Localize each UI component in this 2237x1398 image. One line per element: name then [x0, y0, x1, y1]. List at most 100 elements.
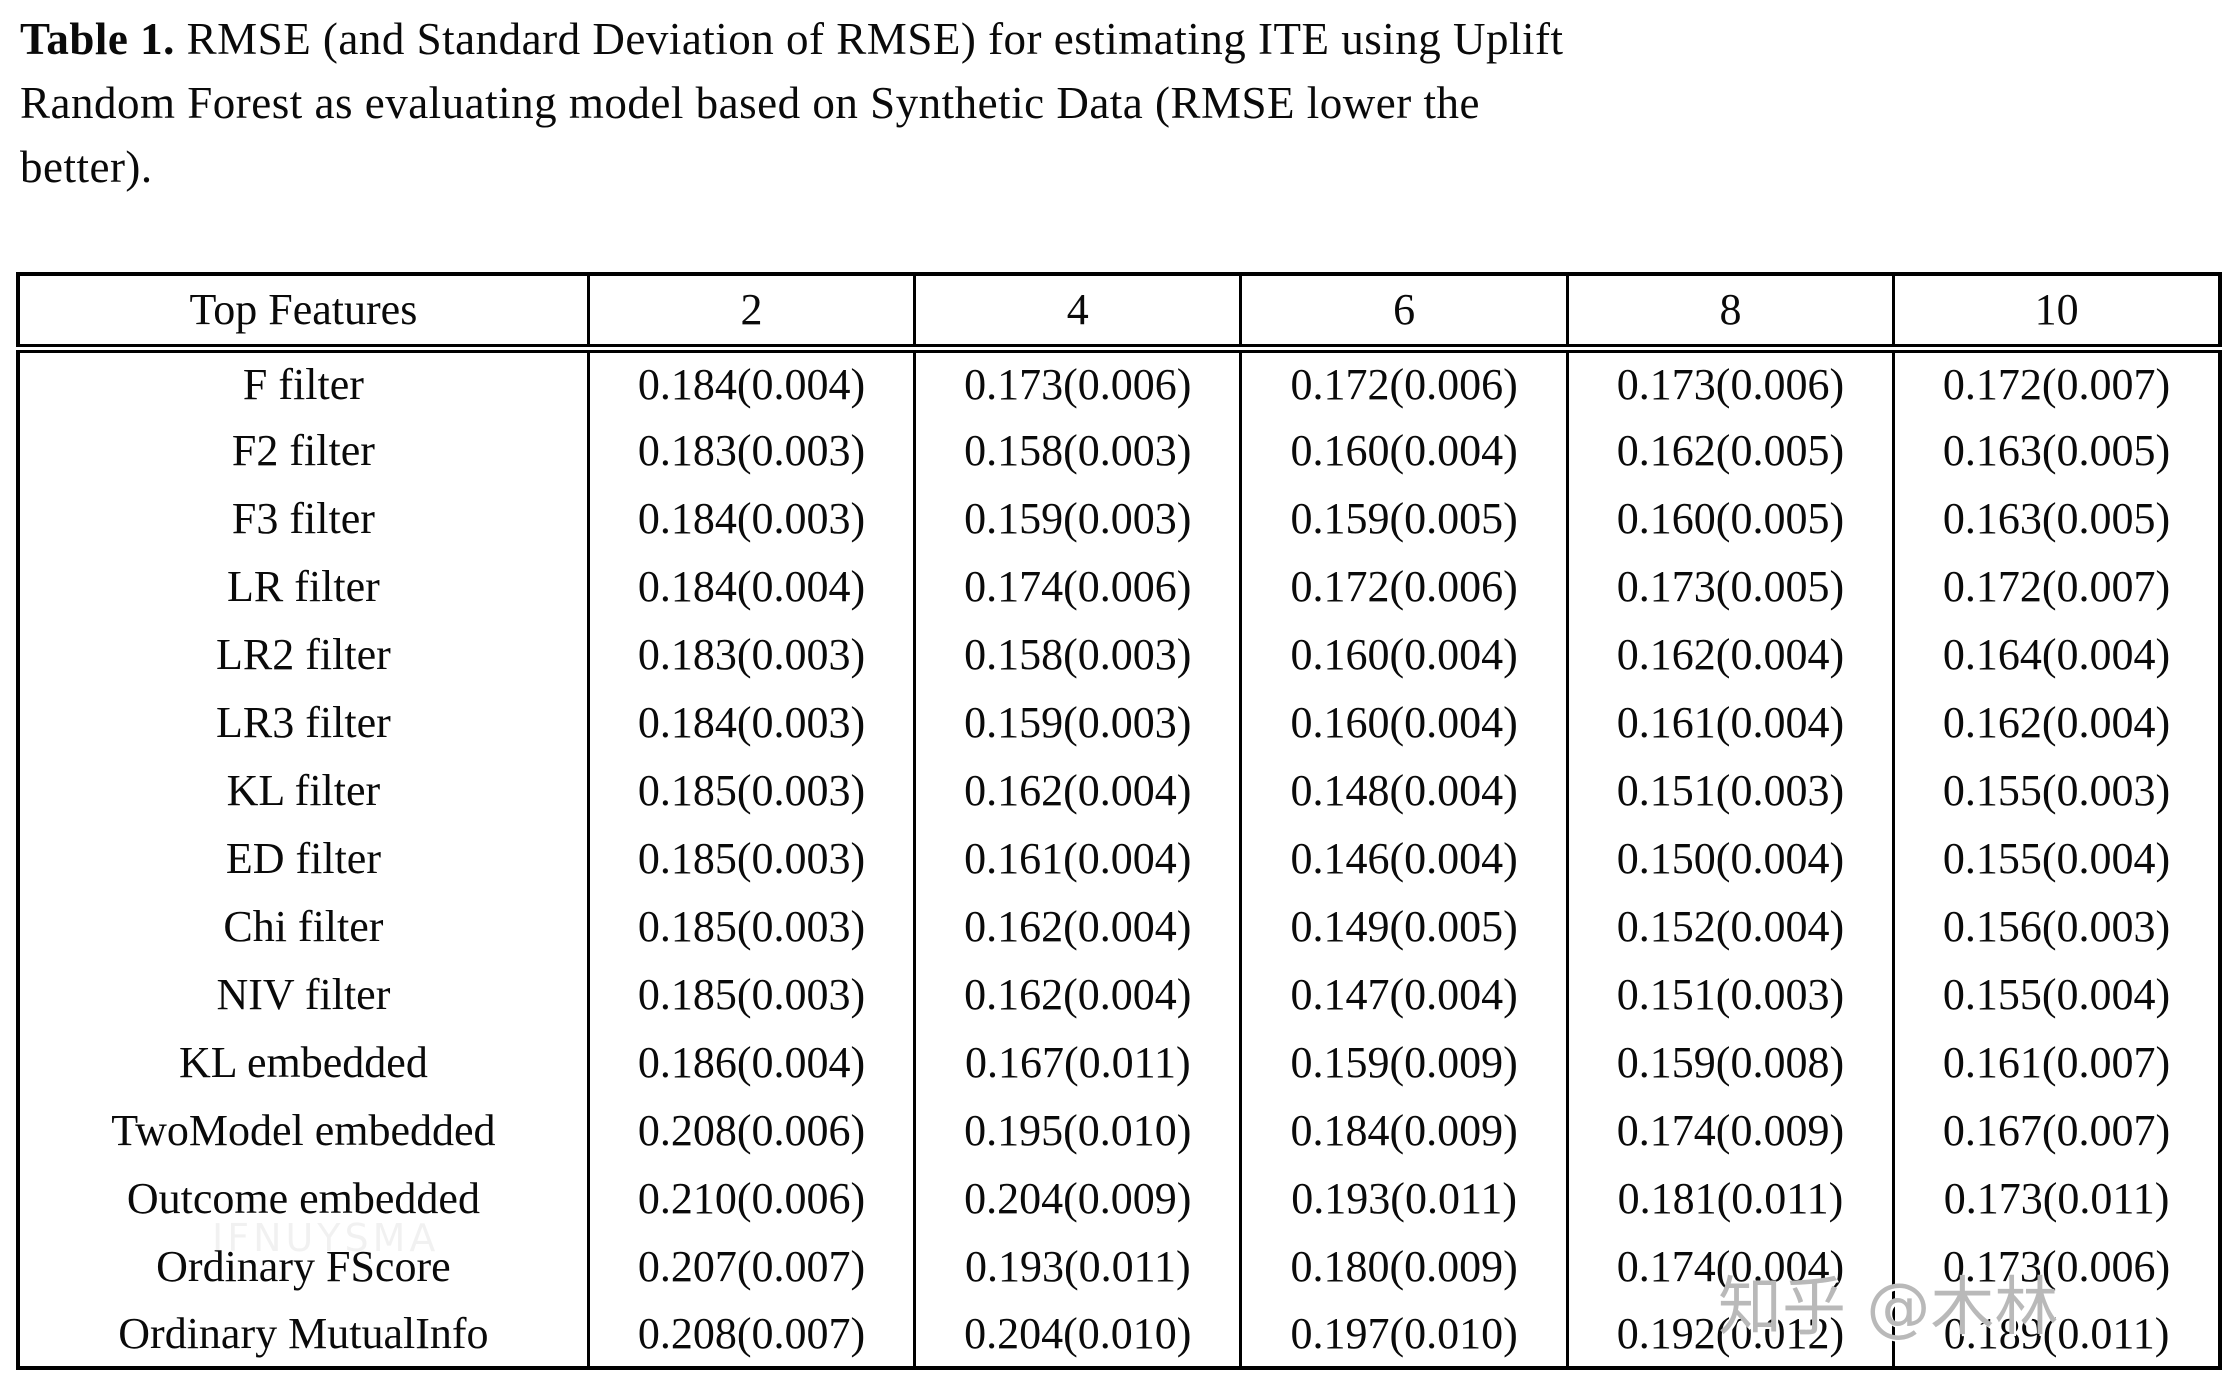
cell-value: 0.208(0.006) [586, 1096, 917, 1164]
cell-value: 0.189(0.011) [1892, 1300, 2222, 1368]
cell-value: 0.150(0.004) [1565, 824, 1896, 892]
row-label: Ordinary MutualInfo [16, 1300, 590, 1368]
table-row: F filter 0.184(0.004) 0.173(0.006) 0.172(0.… [16, 348, 2222, 416]
cell-value: 0.185(0.003) [586, 892, 917, 960]
table-row: Chi filter 0.185(0.003) 0.162(0.004) 0.149(… [16, 892, 2222, 960]
table-row: TwoModel embedded 0.208(0.006) 0.195(0.010… [16, 1096, 2222, 1164]
cell-value: 0.210(0.006) [586, 1164, 917, 1232]
cell-value: 0.158(0.003) [913, 620, 1243, 688]
cell-value: 0.197(0.010) [1239, 1300, 1569, 1368]
row-label: Ordinary FScore [16, 1232, 590, 1300]
col-header-2: 4 [913, 274, 1243, 353]
col-header-4: 8 [1565, 274, 1896, 353]
row-label: TwoModel embedded [16, 1096, 590, 1164]
table-row: LR filter 0.184(0.004) 0.174(0.006) 0.172(0… [16, 552, 2222, 620]
cell-value: 0.184(0.004) [586, 348, 917, 416]
cell-value: 0.181(0.011) [1565, 1164, 1896, 1232]
cell-value: 0.155(0.004) [1892, 824, 2222, 892]
table-row: Ordinary MutualInfo 0.208(0.007) 0.204(0.0… [16, 1300, 2222, 1368]
cell-value: 0.172(0.006) [1239, 552, 1569, 620]
table-row: F3 filter 0.184(0.003) 0.159(0.003) 0.159(0… [16, 484, 2222, 552]
table-row: F2 filter 0.183(0.003) 0.158(0.003) 0.160(0… [16, 416, 2222, 484]
table-row: NIV filter 0.185(0.003) 0.162(0.004) 0.147(… [16, 960, 2222, 1028]
table-caption-text: RMSE (and Standard Deviation of RMSE) fo… [20, 14, 1564, 192]
cell-value: 0.173(0.006) [913, 348, 1243, 416]
cell-value: 0.152(0.004) [1565, 892, 1896, 960]
cell-value: 0.207(0.007) [586, 1232, 917, 1300]
table-caption: Table 1. RMSE (and Standard Deviation of… [20, 8, 1565, 200]
table-row: LR2 filter 0.183(0.003) 0.158(0.003) 0.160(… [16, 620, 2222, 688]
row-label: F2 filter [16, 416, 590, 484]
cell-value: 0.174(0.009) [1565, 1096, 1896, 1164]
cell-value: 0.172(0.007) [1892, 552, 2222, 620]
cell-value: 0.174(0.004) [1565, 1232, 1896, 1300]
cell-value: 0.161(0.004) [913, 824, 1243, 892]
cell-value: 0.204(0.010) [913, 1300, 1243, 1368]
cell-value: 0.149(0.005) [1239, 892, 1569, 960]
cell-value: 0.159(0.005) [1239, 484, 1569, 552]
cell-value: 0.163(0.005) [1892, 484, 2222, 552]
cell-value: 0.184(0.004) [586, 552, 917, 620]
cell-value: 0.155(0.003) [1892, 756, 2222, 824]
table-row: LR3 filter 0.184(0.003) 0.159(0.003) 0.160(… [16, 688, 2222, 756]
cell-value: 0.193(0.011) [1239, 1164, 1569, 1232]
cell-value: 0.184(0.003) [586, 484, 917, 552]
results-table: Top Features 2 4 6 8 10 F filter 0.184(0.004) 0… [16, 272, 2222, 1370]
row-label: LR filter [16, 552, 590, 620]
col-header-5: 10 [1892, 274, 2222, 353]
cell-value: 0.184(0.009) [1239, 1096, 1569, 1164]
cell-value: 0.180(0.009) [1239, 1232, 1569, 1300]
cell-value: 0.173(0.005) [1565, 552, 1896, 620]
row-label: NIV filter [16, 960, 590, 1028]
cell-value: 0.147(0.004) [1239, 960, 1569, 1028]
cell-value: 0.185(0.003) [586, 960, 917, 1028]
cell-value: 0.192(0.012) [1565, 1300, 1896, 1368]
col-header-1: 2 [586, 274, 917, 353]
cell-value: 0.160(0.004) [1239, 416, 1569, 484]
table-row: KL filter 0.185(0.003) 0.162(0.004) 0.148(0… [16, 756, 2222, 824]
cell-value: 0.183(0.003) [586, 620, 917, 688]
table-row: Outcome embedded 0.210(0.006) 0.204(0.009)… [16, 1164, 2222, 1232]
row-label: KL filter [16, 756, 590, 824]
cell-value: 0.162(0.005) [1565, 416, 1896, 484]
cell-value: 0.163(0.005) [1892, 416, 2222, 484]
cell-value: 0.204(0.009) [913, 1164, 1243, 1232]
row-label: Outcome embedded [16, 1164, 590, 1232]
cell-value: 0.183(0.003) [586, 416, 917, 484]
cell-value: 0.184(0.003) [586, 688, 917, 756]
cell-value: 0.155(0.004) [1892, 960, 2222, 1028]
cell-value: 0.185(0.003) [586, 756, 917, 824]
cell-value: 0.151(0.003) [1565, 756, 1896, 824]
cell-value: 0.159(0.003) [913, 688, 1243, 756]
table-row: Ordinary FScore 0.207(0.007) 0.193(0.011) 0… [16, 1232, 2222, 1300]
row-label: ED filter [16, 824, 590, 892]
cell-value: 0.186(0.004) [586, 1028, 917, 1096]
cell-value: 0.161(0.007) [1892, 1028, 2222, 1096]
cell-value: 0.160(0.004) [1239, 620, 1569, 688]
cell-value: 0.159(0.008) [1565, 1028, 1896, 1096]
cell-value: 0.156(0.003) [1892, 892, 2222, 960]
table-row: KL embedded 0.186(0.004) 0.167(0.011) 0.159… [16, 1028, 2222, 1096]
cell-value: 0.158(0.003) [913, 416, 1243, 484]
table-body: F filter 0.184(0.004) 0.173(0.006) 0.172(0.… [16, 348, 2222, 1368]
cell-value: 0.162(0.004) [913, 756, 1243, 824]
cell-value: 0.167(0.007) [1892, 1096, 2222, 1164]
cell-value: 0.174(0.006) [913, 552, 1243, 620]
cell-value: 0.146(0.004) [1239, 824, 1569, 892]
cell-value: 0.148(0.004) [1239, 756, 1569, 824]
col-header-3: 6 [1239, 274, 1569, 353]
row-label: F3 filter [16, 484, 590, 552]
cell-value: 0.160(0.005) [1565, 484, 1896, 552]
header-row: Top Features 2 4 6 8 10 [16, 274, 2222, 353]
cell-value: 0.162(0.004) [913, 892, 1243, 960]
cell-value: 0.172(0.007) [1892, 348, 2222, 416]
cell-value: 0.164(0.004) [1892, 620, 2222, 688]
cell-value: 0.193(0.011) [913, 1232, 1243, 1300]
cell-value: 0.208(0.007) [586, 1300, 917, 1368]
cell-value: 0.173(0.011) [1892, 1164, 2222, 1232]
table-row: ED filter 0.185(0.003) 0.161(0.004) 0.146(0… [16, 824, 2222, 892]
cell-value: 0.161(0.004) [1565, 688, 1896, 756]
cell-value: 0.173(0.006) [1565, 348, 1896, 416]
cell-value: 0.173(0.006) [1892, 1232, 2222, 1300]
cell-value: 0.162(0.004) [913, 960, 1243, 1028]
